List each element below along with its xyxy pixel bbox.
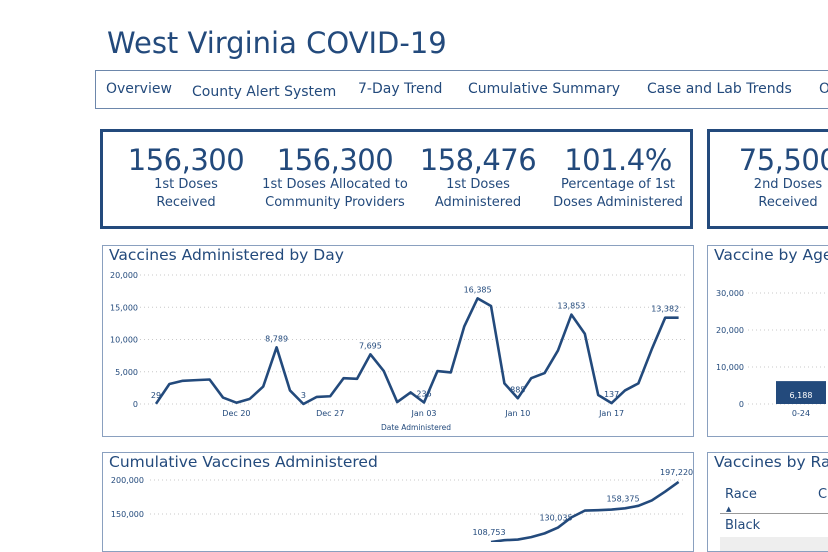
column-header-race[interactable]: Race: [725, 487, 757, 502]
kpi-label: 1st Doses Received: [141, 176, 231, 212]
vaccines-by-race-panel: Vaccines by Race Race ▲ C Black: [707, 452, 828, 552]
kpi-label: 2nd Doses Received: [743, 176, 828, 212]
vaccine-by-age-panel: Vaccine by Age: [707, 245, 828, 437]
kpi-value: 156,300: [260, 144, 410, 176]
chart-title: Vaccine by Age: [714, 246, 828, 264]
nav-bar: Overview County Alert System 7-Day Trend…: [95, 70, 828, 109]
tab-overview[interactable]: Overview: [106, 81, 172, 97]
kpi-value: 75,500: [713, 144, 828, 176]
sort-ascending-icon[interactable]: ▲: [726, 505, 731, 513]
tab-cumulative-summary[interactable]: Cumulative Summary: [468, 81, 620, 97]
kpi-value: 158,476: [403, 144, 553, 176]
kpi-label: Percentage of 1st Doses Administered: [543, 176, 693, 212]
tab-overflow[interactable]: O: [819, 81, 828, 97]
table-row: Black: [725, 518, 760, 533]
chart-title: Cumulative Vaccines Administered: [109, 453, 378, 471]
tab-7-day-trend[interactable]: 7-Day Trend: [358, 81, 442, 97]
chart-title: Vaccines Administered by Day: [109, 246, 344, 264]
kpi-label: 1st Doses Administered: [428, 176, 528, 212]
header-divider: [720, 513, 828, 514]
cumulative-vaccines-panel: Cumulative Vaccines Administered: [102, 452, 694, 552]
tab-county-alert-system[interactable]: County Alert System: [192, 84, 336, 100]
column-header-count[interactable]: C: [818, 487, 827, 502]
page-title: West Virginia COVID-19: [107, 26, 447, 60]
kpi-value: 156,300: [111, 144, 261, 176]
kpi-label: 1st Doses Allocated to Community Provide…: [260, 176, 410, 212]
kpi-value: 101.4%: [543, 144, 693, 176]
tab-case-and-lab-trends[interactable]: Case and Lab Trends: [647, 81, 792, 97]
table-title: Vaccines by Race: [714, 453, 828, 471]
kpi-percentage-administered: 101.4%Percentage of 1st Doses Administer…: [543, 144, 693, 212]
table-row: [720, 537, 828, 552]
vaccines-by-day-panel: Vaccines Administered by Day: [102, 245, 694, 437]
